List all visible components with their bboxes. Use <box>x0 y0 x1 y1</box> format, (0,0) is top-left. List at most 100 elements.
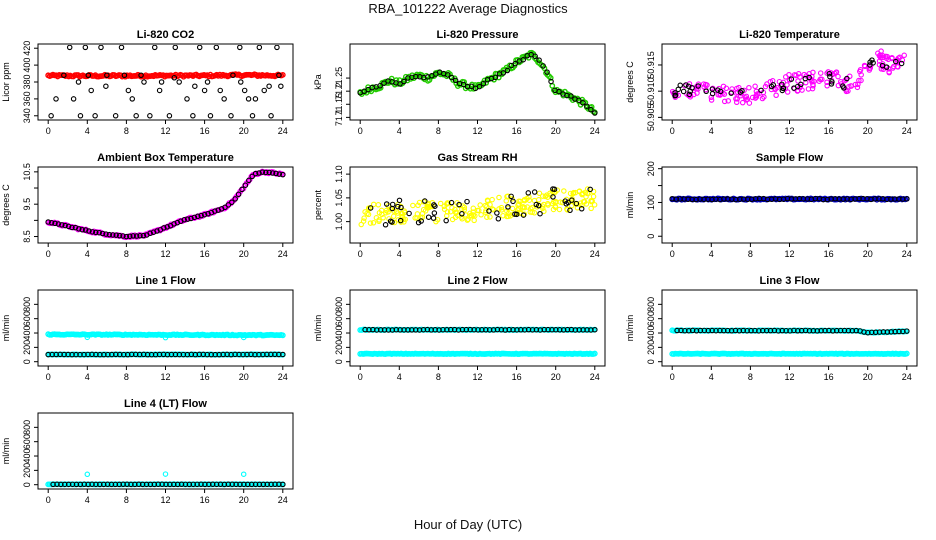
data-point <box>221 96 227 102</box>
x-tick-label: 12 <box>160 126 170 136</box>
data-point <box>875 50 881 57</box>
data-point <box>876 58 883 64</box>
data-point <box>465 216 471 223</box>
data-point <box>422 198 428 204</box>
data-point <box>406 210 412 217</box>
x-tick-label: 0 <box>46 249 51 259</box>
data-point <box>86 228 92 234</box>
data-point <box>213 45 220 51</box>
data-point <box>229 199 235 206</box>
x-tick-label: 16 <box>512 249 522 259</box>
data-point <box>96 229 102 236</box>
data-point <box>686 91 693 98</box>
data-point <box>547 75 554 81</box>
data-point <box>876 61 883 68</box>
data-point <box>387 218 394 224</box>
data-point <box>133 113 139 119</box>
data-point <box>470 205 477 212</box>
chart-title: Gas Stream RH <box>437 152 517 164</box>
x-tick-label: 16 <box>200 372 210 382</box>
data-point <box>93 229 99 236</box>
data-point <box>464 217 471 223</box>
y-tick-label: 800 <box>22 297 32 312</box>
data-point <box>425 214 432 220</box>
data-point <box>239 186 245 193</box>
data-point <box>166 113 173 119</box>
data-point <box>841 85 847 91</box>
data-point <box>70 96 77 102</box>
data-point <box>375 202 382 208</box>
data-point <box>212 208 218 214</box>
data-point <box>171 75 178 81</box>
data-point <box>77 113 84 119</box>
data-point <box>482 209 489 216</box>
data-point <box>798 81 804 88</box>
chart-line-3-flow: Line 3 Flow ml/min 0 4 8 12 16 20 24 0 20040060080… <box>625 275 918 382</box>
data-point <box>398 204 404 211</box>
data-point <box>520 212 527 218</box>
data-point <box>758 87 764 94</box>
data-point <box>544 200 551 207</box>
data-point <box>198 212 204 219</box>
data-point <box>567 190 574 197</box>
data-point <box>856 77 862 84</box>
data-point <box>845 88 851 94</box>
y-tick-label: 400 <box>22 449 32 464</box>
data-point <box>809 85 816 92</box>
chart-title: Sample Flow <box>756 152 824 164</box>
data-point <box>106 231 113 238</box>
data-point <box>85 72 92 78</box>
data-point <box>819 76 825 83</box>
x-tick-label: 8 <box>124 249 129 259</box>
data-point <box>48 220 55 226</box>
x-tick-label: 8 <box>748 372 753 382</box>
data-point <box>459 211 465 217</box>
data-point <box>477 202 483 208</box>
x-tick-label: 24 <box>278 126 288 136</box>
data-point <box>240 334 247 341</box>
data-point <box>62 222 68 229</box>
data-point <box>544 69 550 75</box>
data-point <box>72 224 79 231</box>
data-point <box>418 218 424 224</box>
data-point <box>273 170 279 177</box>
data-point <box>573 200 580 207</box>
data-point <box>147 230 153 237</box>
data-point <box>82 227 89 233</box>
data-point <box>540 205 546 212</box>
y-tick-label: 50.905 <box>646 104 656 132</box>
data-point <box>201 211 208 218</box>
y-tick-label: 200 <box>334 340 344 355</box>
data-point <box>564 207 571 213</box>
data-point <box>510 198 516 205</box>
data-point <box>550 206 557 213</box>
data-point <box>418 215 424 221</box>
y-tick-label: 200 <box>22 340 32 355</box>
plot-area <box>669 327 910 357</box>
data-point <box>535 197 542 203</box>
data-point <box>568 202 575 209</box>
y-axis-label: ml/min <box>313 315 323 342</box>
data-point <box>762 83 769 90</box>
data-point <box>715 87 721 93</box>
data-point <box>240 471 247 477</box>
data-point <box>701 84 707 90</box>
data-point <box>65 223 72 230</box>
data-point <box>88 87 94 94</box>
data-point <box>237 45 243 51</box>
data-point <box>795 78 801 84</box>
data-point <box>448 74 455 81</box>
data-point <box>431 210 438 216</box>
y-tick-label: 340 <box>22 108 32 123</box>
series-avg <box>367 186 593 228</box>
y-tick-label: 0 <box>22 359 32 364</box>
data-point <box>205 210 211 217</box>
data-point <box>158 79 165 85</box>
data-point <box>269 170 276 176</box>
data-point <box>580 100 586 106</box>
data-point <box>508 193 514 200</box>
data-point <box>708 97 715 103</box>
data-point <box>195 213 201 220</box>
chart-sample-flow: Sample Flow ml/min 0 4 8 12 16 20 24 0 100 200 <box>625 152 918 259</box>
